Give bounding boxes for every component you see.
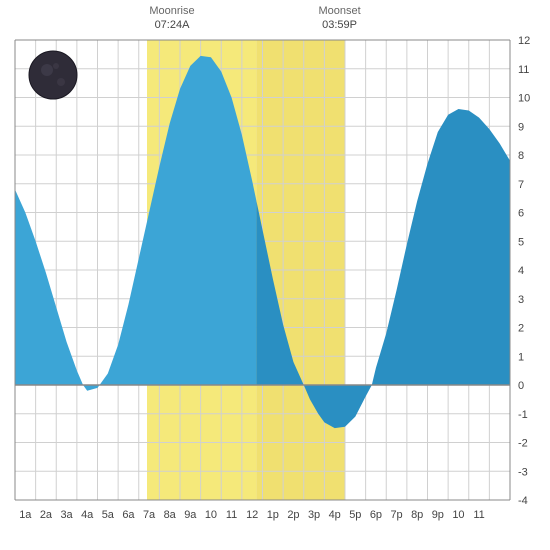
x-tick-label: 12 <box>246 509 258 521</box>
y-tick-label: 2 <box>518 323 524 335</box>
y-tick-label: 5 <box>518 236 524 248</box>
x-tick-label: 8p <box>411 509 423 521</box>
chart-svg: -4-3-2-101234567891011121a2a3a4a5a6a7a8a… <box>0 0 550 550</box>
x-tick-label: 1a <box>19 509 32 521</box>
x-tick-label: 6a <box>122 509 135 521</box>
tide-chart: -4-3-2-101234567891011121a2a3a4a5a6a7a8a… <box>0 0 550 550</box>
x-tick-label: 8a <box>164 509 177 521</box>
moon-icon-crater <box>53 63 59 69</box>
x-tick-label: 10 <box>205 509 217 521</box>
x-tick-label: 11 <box>226 509 237 521</box>
x-tick-label: 10 <box>452 509 464 521</box>
y-tick-label: -3 <box>518 466 528 478</box>
moonset-time: 03:59P <box>322 19 357 31</box>
moonset-label: Moonset <box>318 5 360 17</box>
y-tick-label: 8 <box>518 150 524 162</box>
y-tick-label: 4 <box>518 265 524 277</box>
x-tick-label: 1p <box>267 509 279 521</box>
y-tick-label: 3 <box>518 294 524 306</box>
y-tick-label: 12 <box>518 35 530 47</box>
y-tick-label: 6 <box>518 208 524 220</box>
x-tick-label: 4a <box>81 509 94 521</box>
y-tick-label: 0 <box>518 380 524 392</box>
x-tick-label: 3p <box>308 509 320 521</box>
y-tick-label: 7 <box>518 179 524 191</box>
x-tick-label: 7a <box>143 509 156 521</box>
moon-icon-crater <box>57 78 65 86</box>
x-tick-label: 3a <box>60 509 73 521</box>
x-tick-label: 5p <box>349 509 361 521</box>
y-tick-label: 1 <box>518 351 524 363</box>
x-tick-label: 5a <box>102 509 115 521</box>
moonrise-label: Moonrise <box>149 5 194 17</box>
moon-icon-crater <box>41 64 53 76</box>
moonrise-time: 07:24A <box>155 19 191 31</box>
y-tick-label: -4 <box>518 495 528 507</box>
y-tick-label: 11 <box>518 64 529 76</box>
x-tick-label: 7p <box>390 509 402 521</box>
y-tick-label: 9 <box>518 121 524 133</box>
x-tick-label: 11 <box>473 509 484 521</box>
y-tick-label: -2 <box>518 438 528 450</box>
x-tick-label: 4p <box>329 509 341 521</box>
x-tick-label: 2p <box>287 509 299 521</box>
x-tick-label: 9a <box>184 509 197 521</box>
x-tick-label: 2a <box>40 509 53 521</box>
moon-icon <box>29 51 77 99</box>
x-tick-label: 9p <box>432 509 444 521</box>
y-tick-label: 10 <box>518 93 530 105</box>
x-tick-label: 6p <box>370 509 382 521</box>
y-tick-label: -1 <box>518 409 528 421</box>
